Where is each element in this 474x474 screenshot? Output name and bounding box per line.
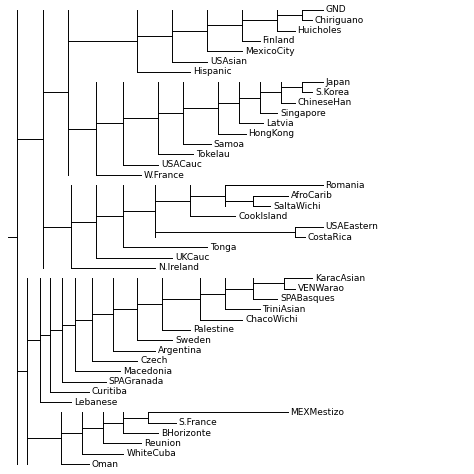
Text: GND: GND — [325, 5, 346, 14]
Text: USACauc: USACauc — [161, 160, 202, 169]
Text: Latvia: Latvia — [266, 119, 293, 128]
Text: Chiriguano: Chiriguano — [315, 16, 364, 25]
Text: Sweden: Sweden — [175, 336, 211, 345]
Text: KaracAsian: KaracAsian — [315, 274, 365, 283]
Text: TriniAsian: TriniAsian — [263, 305, 306, 314]
Text: Lebanese: Lebanese — [74, 398, 117, 407]
Text: Singapore: Singapore — [280, 109, 326, 118]
Text: USAsian: USAsian — [210, 57, 247, 66]
Text: Hispanic: Hispanic — [192, 67, 231, 76]
Text: S.Korea: S.Korea — [315, 88, 349, 97]
Text: Tokelau: Tokelau — [196, 150, 230, 159]
Text: Czech: Czech — [140, 356, 168, 365]
Text: Tonga: Tonga — [210, 243, 237, 252]
Text: Oman: Oman — [91, 460, 118, 469]
Text: BHorizonte: BHorizonte — [161, 428, 211, 438]
Text: CostaRica: CostaRica — [308, 233, 353, 241]
Text: ChineseHan: ChineseHan — [297, 98, 352, 107]
Text: Samoa: Samoa — [214, 140, 245, 148]
Text: W.France: W.France — [144, 171, 184, 180]
Text: Curitiba: Curitiba — [91, 387, 127, 396]
Text: SPAGranada: SPAGranada — [109, 377, 164, 386]
Text: Palestine: Palestine — [192, 326, 234, 334]
Text: Romania: Romania — [325, 181, 365, 190]
Text: Japan: Japan — [325, 78, 350, 87]
Text: S.France: S.France — [179, 419, 218, 427]
Text: Macedonia: Macedonia — [123, 367, 172, 376]
Text: HongKong: HongKong — [248, 129, 295, 138]
Text: VENWarao: VENWarao — [297, 284, 345, 293]
Text: N.Ireland: N.Ireland — [158, 264, 199, 273]
Text: SaltaWichi: SaltaWichi — [273, 201, 320, 210]
Text: Argentina: Argentina — [158, 346, 202, 355]
Text: UKCauc: UKCauc — [175, 253, 210, 262]
Text: SPABasques: SPABasques — [280, 294, 335, 303]
Text: Reunion: Reunion — [144, 439, 181, 448]
Text: CookIsland: CookIsland — [238, 212, 287, 221]
Text: USAEastern: USAEastern — [325, 222, 378, 231]
Text: WhiteCuba: WhiteCuba — [126, 449, 176, 458]
Text: MEXMestizo: MEXMestizo — [291, 408, 345, 417]
Text: MexicoCity: MexicoCity — [245, 47, 295, 55]
Text: ChacoWichi: ChacoWichi — [245, 315, 298, 324]
Text: Huicholes: Huicholes — [297, 26, 342, 35]
Text: Finland: Finland — [263, 36, 295, 46]
Text: AfroCarib: AfroCarib — [291, 191, 332, 200]
